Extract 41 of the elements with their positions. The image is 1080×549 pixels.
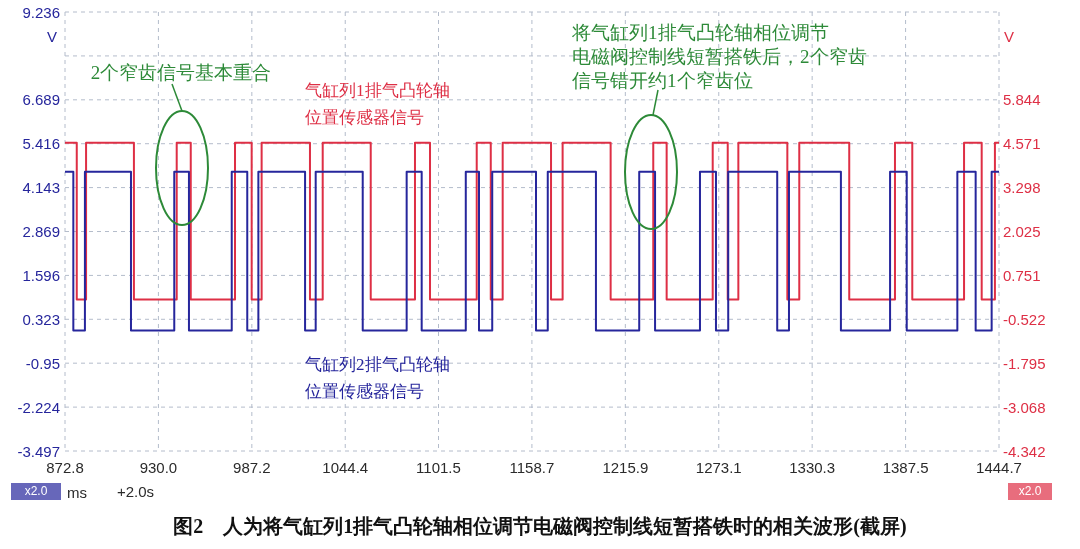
y2-tick-label: 4.571 <box>1003 135 1041 153</box>
y-tick-label: 6.689 <box>22 91 60 109</box>
x-tick-label: 1101.5 <box>416 458 461 476</box>
x-tick-label: 872.8 <box>46 458 84 476</box>
series-label: 气缸列1排气凸轮轴位置传感器信号 <box>305 80 451 129</box>
y-tick-label: 9.236 <box>22 3 60 21</box>
x-tick-label: 1330.3 <box>789 458 836 476</box>
x-tick-label: 1215.9 <box>602 458 649 476</box>
y-tick-label: -0.95 <box>25 354 60 372</box>
x-tick-label: 1158.7 <box>509 458 555 476</box>
y-axis-title: V <box>46 27 58 45</box>
y2-tick-label: 5.844 <box>1003 91 1041 109</box>
y-tick-label: 4.143 <box>22 179 60 197</box>
y2-tick-label: -1.795 <box>1003 354 1046 372</box>
y-tick-label: 5.416 <box>22 135 60 153</box>
y2-tick-label: 2.025 <box>1003 222 1041 240</box>
y2-tick-label: -3.068 <box>1003 398 1046 416</box>
text: x2.0 <box>1008 483 1052 500</box>
y-tick-label: 2.869 <box>22 223 60 241</box>
y2-tick-label: 3.298 <box>1003 179 1041 197</box>
annotation: 将气缸列1排气凸轮轴相位调节电磁阀控制线短暂搭铁后，2个窄齿信号错开约1个窄齿位 <box>572 21 867 93</box>
x-tick-label: 1387.5 <box>882 458 929 476</box>
y-tick-label: 0.323 <box>22 310 60 328</box>
text: x2.0 <box>11 483 61 500</box>
y2-tick-label: -4.342 <box>1003 442 1046 460</box>
y2-axis-title: V <box>1003 27 1015 45</box>
y-tick-label: -3.497 <box>17 442 60 460</box>
y-tick-label: -2.224 <box>17 398 60 416</box>
x-tick-label: 1273.1 <box>695 458 742 476</box>
caption: 图2 人为将气缸列1排气凸轮轴相位调节电磁阀控制线短暂搭铁时的相关波形(截屏) <box>172 514 908 539</box>
x-tick-label: 987.2 <box>233 458 271 476</box>
series-label: 气缸列2排气凸轮轴位置传感器信号 <box>305 354 451 403</box>
y2-tick-label: 0.751 <box>1003 266 1041 284</box>
y2-tick-label: -0.522 <box>1003 310 1046 328</box>
x-tick-label: 1044.4 <box>322 458 369 476</box>
x-tick-label: 930.0 <box>139 458 178 476</box>
text: +2.0s <box>117 483 155 501</box>
x-axis-title: ms <box>67 483 87 501</box>
x-tick-label: 1444.7 <box>976 458 1022 476</box>
annotation: 2个窄齿信号基本重合 <box>90 61 272 85</box>
y-tick-label: 1.596 <box>22 266 60 284</box>
